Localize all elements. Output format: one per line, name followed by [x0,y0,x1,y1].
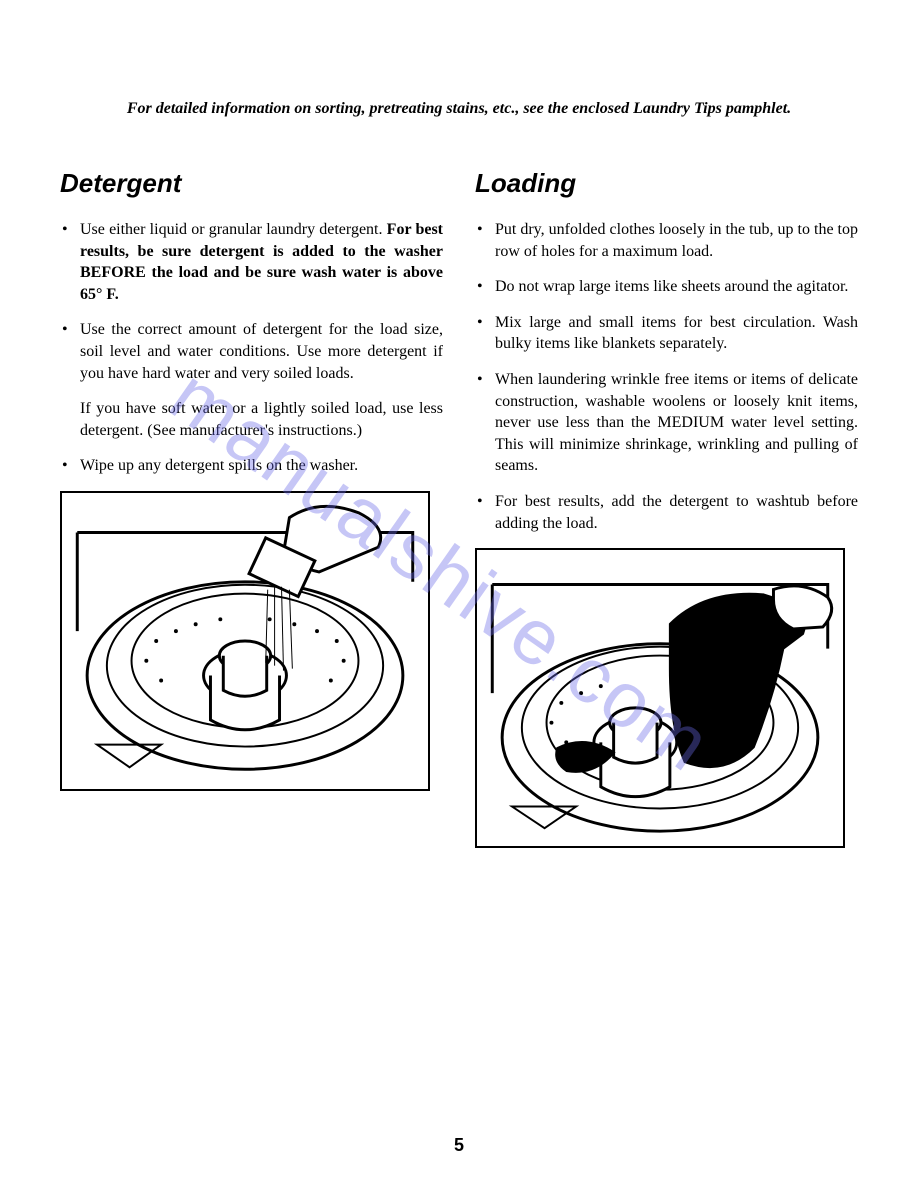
loading-bullet-1: Put dry, unfolded clothes loosely in the… [475,219,858,262]
detergent-pour-icon [62,493,428,789]
loading-bullet-5: For best results, add the detergent to w… [475,491,858,534]
detergent-bullet-3: Wipe up any detergent spills on the wash… [60,455,443,477]
detergent-figure [60,491,430,791]
loading-heading: Loading [475,168,858,199]
left-column: Detergent Use either liquid or granular … [60,168,443,848]
detergent-bullet-list-2: Wipe up any detergent spills on the wash… [60,455,443,477]
detergent-heading: Detergent [60,168,443,199]
detergent-bullet-list: Use either liquid or granular laundry de… [60,219,443,384]
loading-bullet-list: Put dry, unfolded clothes loosely in the… [475,219,858,534]
loading-bullet-2: Do not wrap large items like sheets arou… [475,276,858,298]
top-reference-note: For detailed information on sorting, pre… [60,100,858,118]
loading-clothes-icon [477,550,843,846]
bullet-text: Use either liquid or granular laundry de… [80,221,387,238]
loading-bullet-4: When laundering wrinkle free items or it… [475,369,858,477]
two-column-layout: Detergent Use either liquid or granular … [60,168,858,848]
detergent-sub-paragraph: If you have soft water or a lightly soil… [60,398,443,441]
detergent-bullet-2: Use the correct amount of detergent for … [60,319,443,384]
page-number: 5 [454,1135,464,1156]
detergent-bullet-1: Use either liquid or granular laundry de… [60,219,443,305]
loading-bullet-3: Mix large and small items for best circu… [475,312,858,355]
loading-figure [475,548,845,848]
right-column: Loading Put dry, unfolded clothes loosel… [475,168,858,848]
